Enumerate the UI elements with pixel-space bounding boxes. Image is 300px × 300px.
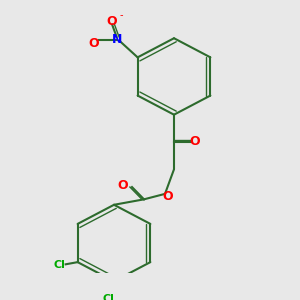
Text: O: O bbox=[163, 190, 173, 203]
Text: -: - bbox=[119, 10, 123, 20]
Text: O: O bbox=[118, 179, 128, 192]
Text: Cl: Cl bbox=[54, 260, 66, 270]
Text: O: O bbox=[190, 136, 200, 148]
Text: N: N bbox=[111, 33, 122, 46]
Text: O: O bbox=[107, 15, 117, 28]
Text: Cl: Cl bbox=[102, 294, 114, 300]
Text: O: O bbox=[89, 37, 99, 50]
